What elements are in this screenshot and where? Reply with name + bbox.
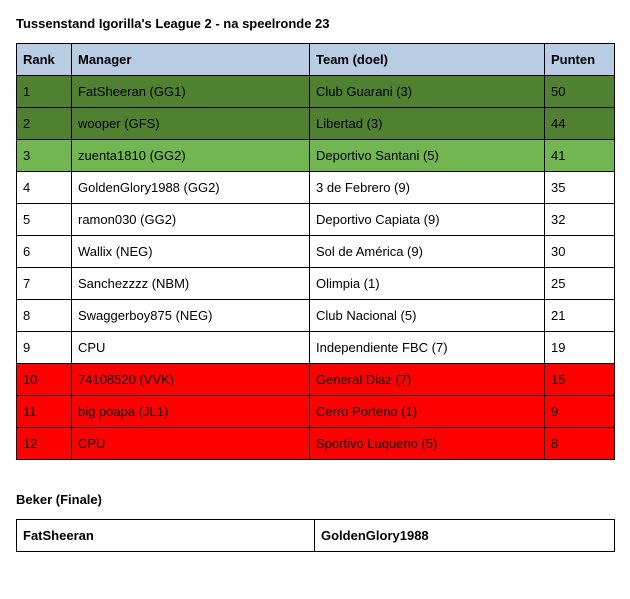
- cell-team: 3 de Febrero (9): [310, 172, 545, 204]
- cell-rank: 2: [17, 108, 72, 140]
- cell-team: Libertad (3): [310, 108, 545, 140]
- cell-points: 41: [545, 140, 615, 172]
- cell-points: 25: [545, 268, 615, 300]
- cell-points: 50: [545, 76, 615, 108]
- table-row: 7 Sanchezzzz (NBM) Olimpia (1) 25: [17, 268, 615, 300]
- cell-rank: 1: [17, 76, 72, 108]
- cup-right-cell: GoldenGlory1988: [315, 520, 615, 552]
- cell-points: 8: [545, 428, 615, 460]
- cell-manager: Wallix (NEG): [72, 236, 310, 268]
- cell-points: 9: [545, 396, 615, 428]
- cell-team: Cerro Porteno (1): [310, 396, 545, 428]
- cell-team: Sol de América (9): [310, 236, 545, 268]
- table-row: 6 Wallix (NEG) Sol de América (9) 30: [17, 236, 615, 268]
- cell-points: 15: [545, 364, 615, 396]
- table-row: 11 big poapa (JL1) Cerro Porteno (1) 9: [17, 396, 615, 428]
- cell-manager: CPU: [72, 332, 310, 364]
- table-header-row: Rank Manager Team (doel) Punten: [17, 44, 615, 76]
- standings-table: Rank Manager Team (doel) Punten 1 FatShe…: [16, 43, 615, 460]
- cell-rank: 4: [17, 172, 72, 204]
- cell-manager: CPU: [72, 428, 310, 460]
- cell-manager: FatSheeran (GG1): [72, 76, 310, 108]
- cup-row: FatSheeran GoldenGlory1988: [17, 520, 615, 552]
- cell-manager: zuenta1810 (GG2): [72, 140, 310, 172]
- cell-rank: 8: [17, 300, 72, 332]
- cell-manager: big poapa (JL1): [72, 396, 310, 428]
- cell-team: Olimpia (1): [310, 268, 545, 300]
- table-row: 2 wooper (GFS) Libertad (3) 44: [17, 108, 615, 140]
- cell-team: Deportivo Santani (5): [310, 140, 545, 172]
- cup-left-cell: FatSheeran: [17, 520, 315, 552]
- cell-manager: ramon030 (GG2): [72, 204, 310, 236]
- cell-team: Club Guarani (3): [310, 76, 545, 108]
- cell-points: 19: [545, 332, 615, 364]
- table-row: 3 zuenta1810 (GG2) Deportivo Santani (5)…: [17, 140, 615, 172]
- col-header-team: Team (doel): [310, 44, 545, 76]
- cell-points: 30: [545, 236, 615, 268]
- cell-rank: 7: [17, 268, 72, 300]
- table-row: 5 ramon030 (GG2) Deportivo Capiata (9) 3…: [17, 204, 615, 236]
- cell-rank: 5: [17, 204, 72, 236]
- cell-manager: wooper (GFS): [72, 108, 310, 140]
- cell-points: 44: [545, 108, 615, 140]
- standings-tbody: 1 FatSheeran (GG1) Club Guarani (3) 50 2…: [17, 76, 615, 460]
- col-header-points: Punten: [545, 44, 615, 76]
- cell-team: Independiente FBC (7): [310, 332, 545, 364]
- table-row: 4 GoldenGlory1988 (GG2) 3 de Febrero (9)…: [17, 172, 615, 204]
- cell-manager: GoldenGlory1988 (GG2): [72, 172, 310, 204]
- cell-rank: 9: [17, 332, 72, 364]
- cell-team: General Diaz (7): [310, 364, 545, 396]
- cell-team: Sportivo Luqueno (5): [310, 428, 545, 460]
- table-row: 10 74108520 (VVK) General Diaz (7) 15: [17, 364, 615, 396]
- cell-team: Club Nacional (5): [310, 300, 545, 332]
- cell-manager: 74108520 (VVK): [72, 364, 310, 396]
- cell-points: 32: [545, 204, 615, 236]
- cell-points: 21: [545, 300, 615, 332]
- cup-table: FatSheeran GoldenGlory1988: [16, 519, 615, 552]
- cell-manager: Sanchezzzz (NBM): [72, 268, 310, 300]
- page-title: Tussenstand Igorilla's League 2 - na spe…: [16, 16, 614, 31]
- cup-title: Beker (Finale): [16, 492, 614, 507]
- col-header-rank: Rank: [17, 44, 72, 76]
- table-row: 1 FatSheeran (GG1) Club Guarani (3) 50: [17, 76, 615, 108]
- cell-rank: 6: [17, 236, 72, 268]
- cell-points: 35: [545, 172, 615, 204]
- cell-rank: 11: [17, 396, 72, 428]
- table-row: 9 CPU Independiente FBC (7) 19: [17, 332, 615, 364]
- table-row: 12 CPU Sportivo Luqueno (5) 8: [17, 428, 615, 460]
- cell-rank: 3: [17, 140, 72, 172]
- cell-rank: 12: [17, 428, 72, 460]
- cell-manager: Swaggerboy875 (NEG): [72, 300, 310, 332]
- cell-rank: 10: [17, 364, 72, 396]
- table-row: 8 Swaggerboy875 (NEG) Club Nacional (5) …: [17, 300, 615, 332]
- cell-team: Deportivo Capiata (9): [310, 204, 545, 236]
- col-header-manager: Manager: [72, 44, 310, 76]
